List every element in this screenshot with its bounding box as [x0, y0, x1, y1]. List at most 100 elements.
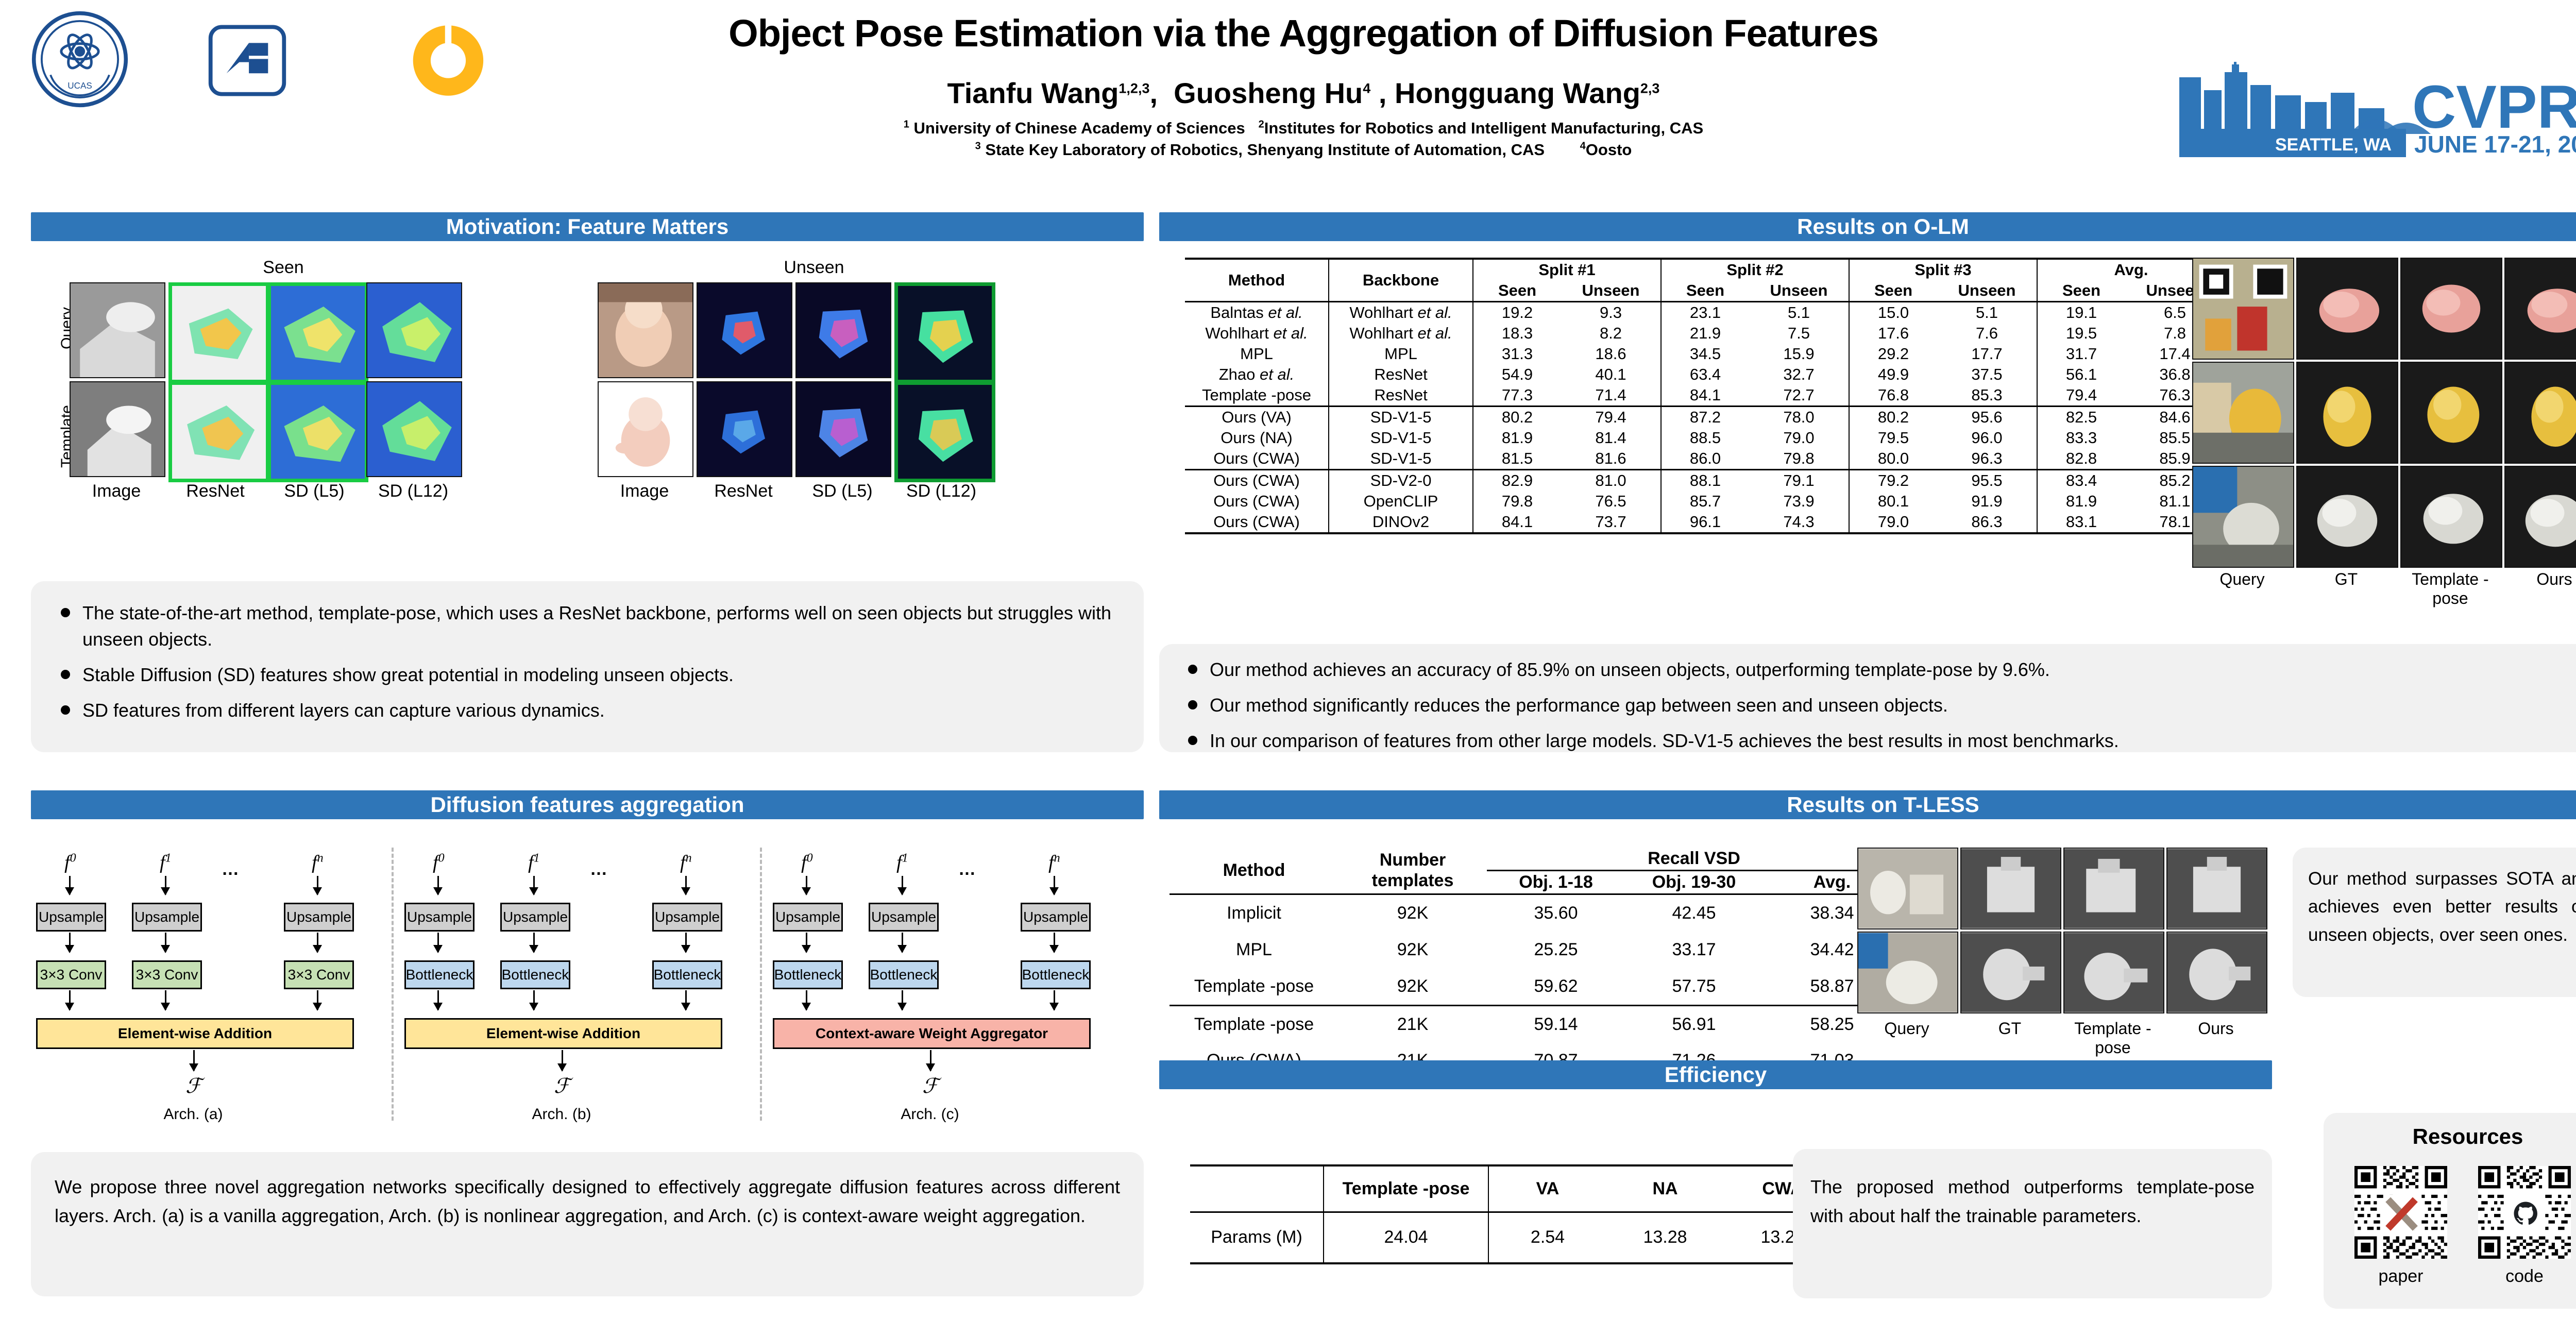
efficiency-header-2: VA	[1488, 1164, 1606, 1212]
olm-cell-value: 32.7	[1749, 364, 1850, 385]
olm-table-row: Wohlhart et al. Wohlhart et al. 18.3 8.2 21.…	[1185, 323, 2225, 344]
section-title-results-tless: Results on T-LESS	[1159, 790, 2576, 819]
olm-cell-value: 34.5	[1689, 345, 1721, 363]
olm-cell-backbone: SD-V1-5	[1329, 448, 1473, 470]
affil-1: University of Chinese Academy of Science…	[913, 119, 1245, 137]
motivation-image-unseen-template-resnet	[697, 381, 792, 477]
olm-cell-value: 7.6	[1937, 323, 2038, 344]
olm-cell-value: 15.9	[1749, 344, 1850, 364]
olm-qual-query-2	[2192, 362, 2294, 464]
section-title-diffusion: Diffusion features aggregation	[31, 790, 1144, 819]
motivation-image-seen-template-sd-l5	[267, 381, 368, 482]
olm-cell-value: 81.9	[1501, 429, 1533, 447]
arch-b-input-f0: f0	[433, 851, 445, 873]
olm-header-seen-0: Seen	[1498, 281, 1537, 299]
diffusion-separator-1	[392, 848, 394, 1121]
arch-a-upsample-1: Upsample	[132, 903, 202, 932]
resources-title: Resources	[2412, 1124, 2523, 1148]
arch-b-ellipsis: …	[590, 859, 607, 879]
tless-qual-caption-ours: Ours	[2198, 1019, 2234, 1038]
arch-c-bottleneck-n: Bottleneck	[1021, 960, 1091, 989]
olm-header-seen-1: Seen	[1686, 281, 1725, 299]
author-2-affil: 4	[1363, 80, 1371, 96]
olm-cell-value: 80.2	[1473, 405, 1561, 428]
arch-c-arrow-in-0	[802, 876, 811, 895]
olm-cell-value: 49.9	[1877, 365, 1909, 383]
tless-qual-caption-query: Query	[1884, 1019, 1929, 1038]
olm-cell-value: 17.4	[2159, 345, 2191, 363]
olm-cell-backbone: DINOv2	[1329, 512, 1473, 534]
diffusion-caption: We propose three novel aggregation netwo…	[55, 1176, 1120, 1226]
olm-cell-backbone: OpenCLIP	[1329, 491, 1473, 512]
olm-cell-value: 85.9	[2159, 449, 2191, 467]
qr-paper-icon[interactable]	[2354, 1163, 2447, 1261]
olm-cell-value: 79.4	[1561, 405, 1662, 428]
olm-header-group-3: Split #3	[1849, 258, 2038, 280]
olm-cell-value: 80.1	[1877, 492, 1909, 510]
arch-a-input-f0: f0	[64, 851, 76, 873]
motivation-image-seen-query-resnet	[168, 282, 269, 383]
arch-a-arrow-agg-1	[161, 990, 170, 1011]
olm-header-unseen-0: Unseen	[1561, 280, 1662, 302]
arch-c-arrow-out	[926, 1050, 935, 1072]
arch-b-arrow-agg-n	[681, 990, 690, 1011]
olm-cell-value: 71.4	[1561, 385, 1662, 407]
affil-2-marker: 2	[1258, 119, 1264, 130]
olm-results-table: Method Backbone Split #1 Split #2 Split #3 Av…	[1185, 258, 2225, 534]
author-2: Guosheng Hu	[1174, 77, 1363, 109]
arch-a-arrow-in-1	[161, 876, 170, 895]
olm-cell-value: 19.2	[1473, 301, 1561, 323]
efficiency-header-1: Template -pose	[1323, 1164, 1489, 1212]
tless-cell-value: 25.25	[1534, 940, 1578, 959]
olm-cell-value: 76.5	[1561, 491, 1662, 512]
tless-cell-value: 59.14	[1487, 1005, 1625, 1043]
olm-cell-value: 79.4	[2065, 386, 2097, 404]
tless-cell-method: MPL	[1236, 940, 1272, 959]
motivation-col-unseen-0: Image	[620, 481, 669, 501]
arch-a-arrow-out	[189, 1050, 198, 1072]
olm-cell-value: 79.0	[1749, 428, 1850, 448]
qr-paper-caption: paper	[2378, 1266, 2424, 1286]
olm-cell-value: 9.3	[1561, 301, 1662, 323]
tless-cell-value: 59.62	[1534, 976, 1578, 996]
olm-cell-method: Wohlhart et al.	[1185, 323, 1329, 344]
olm-cell-value: 83.3	[2065, 429, 2097, 447]
tless-table-wrap: Method Number templates Recall VSD Obj. 1-18…	[1170, 848, 1901, 1080]
arch-c-arrow-mid-1	[897, 933, 907, 953]
arch-c-input-f1: f1	[896, 851, 908, 873]
olm-qual-ours-1	[2504, 258, 2576, 360]
arch-b-upsample-0: Upsample	[404, 903, 474, 932]
arch-b-aggregator: Element-wise Addition	[404, 1018, 722, 1049]
tless-table-row: MPL 92K 25.25 33.17 34.42	[1170, 932, 1901, 969]
arch-a-upsample-n: Upsample	[284, 903, 354, 932]
qr-code-icon[interactable]	[2478, 1163, 2571, 1261]
cvpr-city-text: SEATTLE, WA	[2275, 135, 2392, 155]
olm-header-group-1: Split #1	[1473, 258, 1662, 280]
olm-qual-gt-1	[2296, 258, 2398, 360]
olm-cell-backbone: SD-V1-5	[1329, 405, 1473, 428]
olm-cell-method: Balntas et al.	[1185, 301, 1329, 323]
arch-a-caption: Arch. (a)	[163, 1106, 223, 1123]
olm-cell-value: 19.5	[2065, 324, 2097, 342]
olm-qual-gt-3	[2296, 466, 2398, 568]
author-3: Hongguang Wang	[1394, 77, 1640, 109]
olm-cell-value: 21.9	[1689, 324, 1721, 342]
motivation-bullet-1: The state-of-the-art method, template-po…	[56, 600, 1119, 652]
tless-qual-template-1	[2063, 848, 2164, 929]
olm-cell-value: 73.7	[1561, 512, 1662, 534]
affil-1-marker: 1	[903, 119, 909, 130]
olm-bullets-box: Our method achieves an accuracy of 85.9%…	[1159, 644, 2576, 752]
olm-cell-value: 40.1	[1561, 364, 1662, 385]
motivation-col-unseen-2: SD (L5)	[812, 481, 873, 501]
arch-b-input-f1: f1	[528, 851, 540, 873]
efficiency-cell-value: 2.54	[1488, 1211, 1606, 1264]
cvpr-logo-icon: SEATTLE, WA CVPR JUNE 17-21, 2024	[2179, 62, 2576, 157]
affiliation-list: 1 University of Chinese Academy of Scien…	[438, 117, 2169, 161]
arch-a-conv-1: 3×3 Conv	[132, 960, 202, 989]
olm-cell-value: 83.1	[2037, 512, 2125, 534]
cvpr-dates-text: JUNE 17-21, 2024	[2414, 131, 2576, 157]
motivation-bullet-3: SD features from different layers can ca…	[56, 697, 1119, 723]
olm-cell-value: 18.3	[1501, 324, 1533, 342]
olm-cell-value: 82.9	[1473, 469, 1561, 491]
arch-a-arrow-mid-n	[313, 933, 322, 953]
